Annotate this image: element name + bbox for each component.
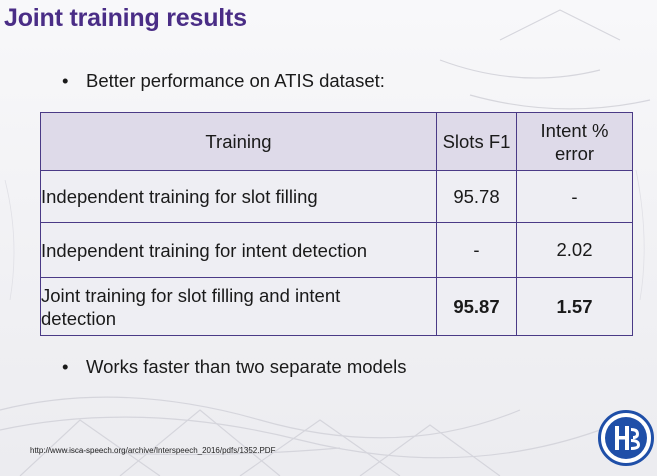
bullet-speed: • Works faster than two separate models	[62, 356, 406, 378]
row-label: Independent training for intent detectio…	[40, 222, 437, 278]
table-row: Independent training for slot filling 95…	[40, 170, 633, 223]
header-intent-line2: error	[554, 142, 595, 164]
row-label-line2: detection	[41, 307, 117, 329]
table-row: Joint training for slot filling and inte…	[40, 277, 633, 336]
table-row: Independent training for intent detectio…	[40, 222, 633, 278]
row-intent-error: 1.57	[516, 277, 633, 336]
row-slots-f1: -	[436, 222, 517, 278]
bullet-text: Works faster than two separate models	[86, 356, 407, 377]
table-header-row: Training Slots F1 Intent % error	[40, 112, 633, 171]
header-slots-f1: Slots F1	[436, 112, 517, 171]
results-table: Training Slots F1 Intent % error Indepen…	[40, 112, 633, 336]
row-slots-f1: 95.87	[436, 277, 517, 336]
hse-university-logo-icon	[598, 410, 654, 466]
row-intent-error: 2.02	[516, 222, 633, 278]
bullet-text: Better performance on ATIS dataset:	[86, 70, 385, 91]
header-training: Training	[40, 112, 437, 171]
bullet-performance: • Better performance on ATIS dataset:	[62, 70, 385, 92]
reference-link[interactable]: http://www.isca-speech.org/archive/Inter…	[30, 446, 276, 455]
row-slots-f1: 95.78	[436, 170, 517, 223]
row-label: Independent training for slot filling	[40, 170, 437, 223]
header-intent-error: Intent % error	[516, 112, 633, 171]
row-intent-error: -	[516, 170, 633, 223]
bullet-dot: •	[62, 356, 69, 377]
row-label-line1: Joint training for slot filling and inte…	[41, 284, 341, 306]
slide-title: Joint training results	[4, 4, 247, 32]
row-label: Joint training for slot filling and inte…	[40, 277, 437, 336]
header-intent-line1: Intent %	[540, 119, 609, 141]
bullet-dot: •	[62, 70, 69, 91]
